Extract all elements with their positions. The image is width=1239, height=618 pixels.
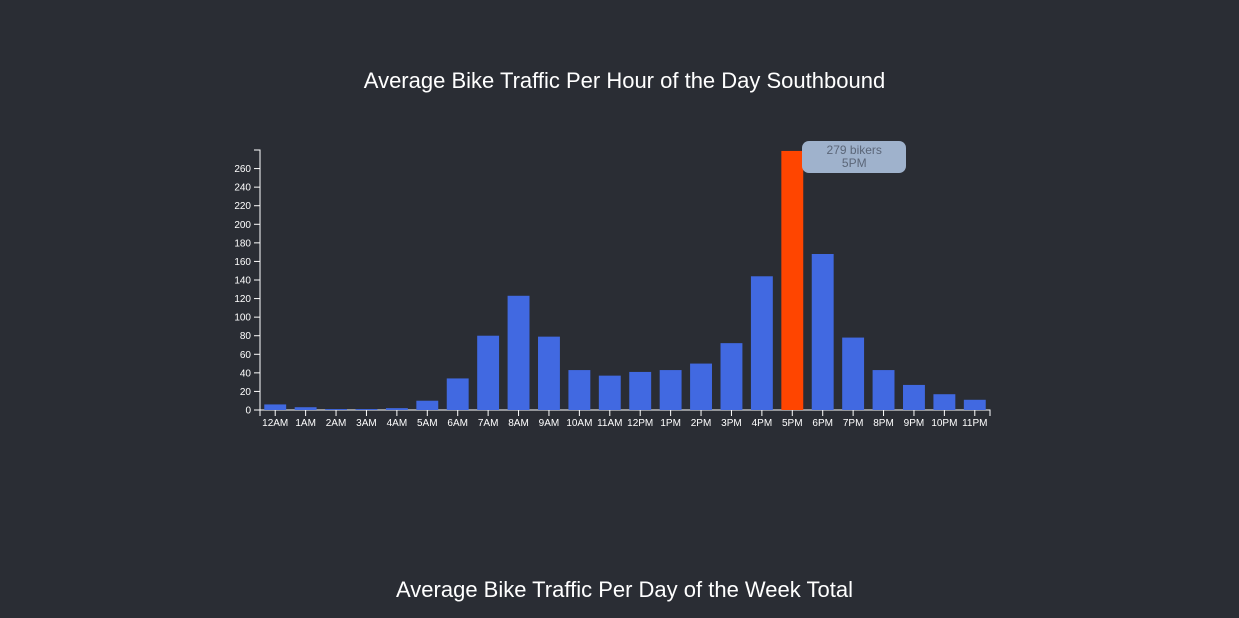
x-tick-label: 4AM — [387, 418, 408, 429]
bar[interactable] — [690, 363, 712, 410]
x-axis: 12AM 1AM 2AM 3AM 4AM 5AM 6AM 7AM 8AM 9AM 10AM 11AM 1… — [259, 409, 991, 429]
x-tick-label: 10AM — [566, 418, 592, 429]
y-tick-label: 180 — [234, 238, 251, 249]
x-axis-line — [259, 409, 991, 416]
y-tick-label: 20 — [240, 387, 252, 398]
x-tick-label: 1PM — [660, 418, 681, 429]
x-tick-label: 6AM — [447, 418, 468, 429]
y-tick-label: 260 — [234, 164, 251, 175]
x-tick-label: 8AM — [508, 418, 529, 429]
x-tick-label: 5PM — [782, 418, 803, 429]
x-tick-label: 8PM — [873, 418, 894, 429]
bar[interactable] — [598, 375, 621, 410]
x-tick-label: 9PM — [904, 418, 925, 429]
chart-title: Average Bike Traffic Per Hour of the Day… — [363, 68, 886, 93]
x-tick-label: 11PM — [962, 418, 987, 429]
bar[interactable] — [629, 371, 652, 410]
y-tick-label: 60 — [240, 350, 252, 361]
bars — [264, 150, 986, 410]
bar[interactable] — [842, 337, 865, 410]
x-tick-label: 1AM — [295, 418, 316, 429]
bar[interactable] — [325, 409, 347, 410]
x-tick-label: 12AM — [262, 418, 288, 429]
x-tick-label: 2PM — [691, 418, 712, 429]
bar[interactable] — [385, 408, 408, 410]
bar[interactable] — [903, 384, 925, 410]
bar[interactable] — [720, 343, 743, 410]
x-tick-label: 11AM — [597, 418, 622, 429]
x-tick-label: 12PM — [627, 418, 653, 429]
y-tick-label: 200 — [234, 220, 251, 231]
tooltip-count: 279 bikers — [826, 142, 882, 157]
y-tick-label: 100 — [234, 313, 251, 324]
x-tick-label: 7PM — [843, 418, 864, 429]
x-tick-label: 2AM — [326, 418, 347, 429]
bar[interactable] — [872, 370, 895, 410]
chart-title-weekly: Average Bike Traffic Per Day of the Week… — [396, 577, 853, 602]
y-axis: 0 20 40 60 80 100 120 140 160 180 200 220 240 260 — [234, 149, 261, 417]
bar[interactable] — [538, 336, 560, 410]
y-tick-label: 80 — [240, 331, 252, 342]
x-tick-label: 7AM — [478, 418, 499, 429]
bar[interactable] — [811, 254, 834, 410]
x-tick-label: 3AM — [356, 418, 377, 429]
x-tick-label: 5AM — [417, 418, 438, 429]
y-tick-label: 40 — [240, 368, 252, 379]
bar[interactable] — [294, 407, 317, 410]
y-tick-label: 120 — [234, 294, 251, 305]
bar[interactable] — [416, 400, 439, 410]
bar[interactable] — [659, 370, 682, 410]
tooltip-hour: 5PM — [841, 155, 867, 170]
x-tick-label: 10PM — [931, 418, 957, 429]
bar[interactable] — [355, 409, 378, 410]
bar[interactable] — [933, 394, 956, 410]
x-tick-label: 4PM — [752, 418, 773, 429]
bar-tooltip: 279 bikers 5PM — [802, 140, 907, 173]
bar[interactable] — [963, 399, 986, 410]
y-tick-label: 160 — [234, 257, 251, 268]
bar[interactable] — [264, 404, 287, 410]
y-tick-label: 240 — [234, 183, 251, 194]
y-tick-label: 140 — [234, 276, 251, 287]
y-tick-label: 0 — [245, 406, 251, 417]
x-tick-label: 3PM — [721, 418, 742, 429]
bar[interactable] — [568, 370, 591, 410]
x-tick-label: 9AM — [539, 418, 560, 429]
bar-highlighted[interactable] — [781, 150, 804, 410]
bar[interactable] — [446, 378, 469, 410]
bar[interactable] — [507, 295, 530, 410]
x-tick-label: 6PM — [812, 418, 833, 429]
bar[interactable] — [750, 276, 773, 410]
y-tick-label: 220 — [234, 201, 251, 212]
bar[interactable] — [477, 335, 500, 410]
